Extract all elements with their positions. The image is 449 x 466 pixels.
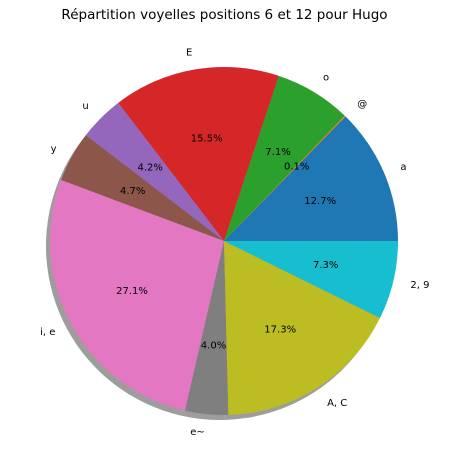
pie-slice: [50, 180, 225, 411]
pie-slice: [224, 241, 381, 415]
slice-percent-label: 4.7%: [120, 186, 145, 197]
slice-label: i, e: [40, 327, 55, 338]
slice-percent-label: 27.1%: [116, 286, 148, 297]
slice-percent-label: 7.3%: [313, 260, 338, 271]
slice-label: a: [400, 162, 406, 173]
pie-slices: [50, 67, 398, 416]
chart-title: Répartition voyelles positions 6 et 12 p…: [61, 7, 387, 23]
slice-label: y: [51, 144, 57, 155]
slice-label: A, C: [327, 398, 347, 409]
slice-percent-label: 7.1%: [265, 147, 290, 158]
slice-label: 2, 9: [410, 280, 429, 291]
slice-label: E: [186, 48, 192, 59]
pie-slice: [224, 241, 398, 319]
pie-slice: [61, 135, 224, 241]
slice-label: o: [323, 73, 329, 84]
pie-slice: [224, 115, 346, 241]
slice-label: e~: [190, 427, 205, 438]
pie-slice: [224, 75, 345, 241]
slice-percent-label: 12.7%: [304, 196, 336, 207]
slice-percent-label: 4.0%: [201, 340, 226, 351]
slice-percent-label: 0.1%: [284, 162, 309, 173]
pie-slice: [118, 67, 279, 241]
pie-labels: a 12.7% @0.1% o 7.1% E 15.5% u 4.2% y 4.7% i, e 27.1…: [40, 48, 429, 438]
slice-label: u: [82, 101, 88, 112]
slice-percent-label: 15.5%: [191, 134, 223, 145]
slice-label: @: [357, 99, 367, 110]
pie-slice: [85, 102, 224, 241]
slice-percent-label: 4.2%: [137, 163, 162, 174]
slice-percent-label: 17.3%: [264, 325, 296, 336]
pie-slice: [224, 116, 398, 241]
pie-slice: [184, 241, 229, 416]
